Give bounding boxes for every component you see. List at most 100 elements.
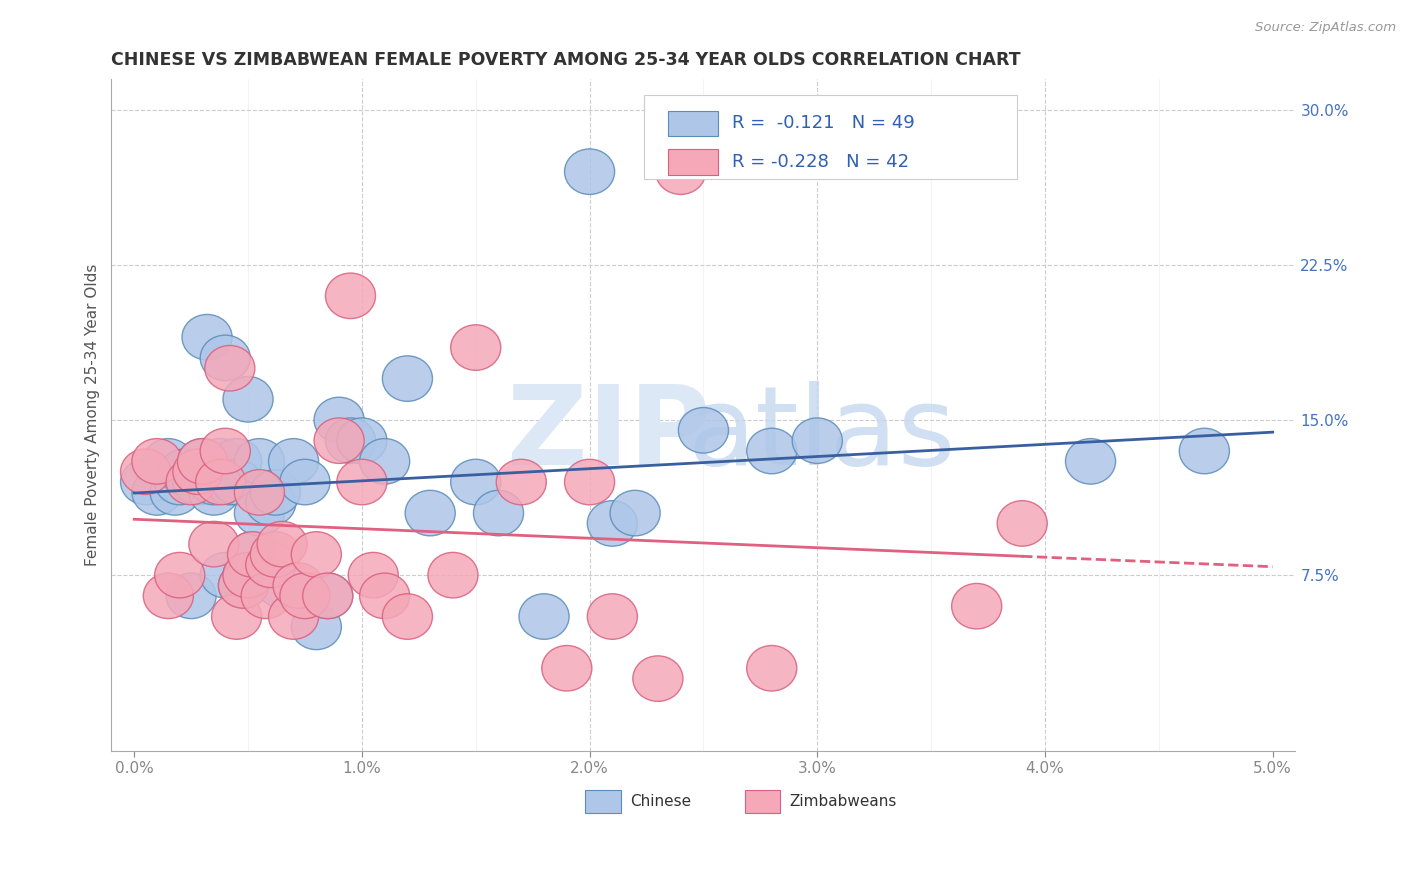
Ellipse shape [588, 500, 637, 546]
Ellipse shape [565, 149, 614, 194]
Ellipse shape [143, 439, 194, 484]
Ellipse shape [173, 459, 224, 505]
Ellipse shape [474, 491, 523, 536]
FancyBboxPatch shape [668, 111, 717, 136]
Ellipse shape [451, 459, 501, 505]
Ellipse shape [159, 449, 209, 494]
Ellipse shape [228, 532, 277, 577]
Ellipse shape [211, 459, 262, 505]
Ellipse shape [242, 573, 291, 619]
Ellipse shape [678, 408, 728, 453]
Ellipse shape [360, 439, 409, 484]
Ellipse shape [188, 469, 239, 516]
Ellipse shape [405, 491, 456, 536]
Ellipse shape [181, 315, 232, 360]
Ellipse shape [235, 491, 284, 536]
Ellipse shape [211, 594, 262, 640]
Ellipse shape [166, 573, 217, 619]
Ellipse shape [250, 532, 301, 577]
Ellipse shape [496, 459, 547, 505]
Ellipse shape [200, 335, 250, 381]
Text: R =  -0.121   N = 49: R = -0.121 N = 49 [733, 114, 914, 133]
Ellipse shape [143, 573, 194, 619]
Ellipse shape [211, 439, 262, 484]
Text: atlas: atlas [688, 382, 956, 489]
Ellipse shape [166, 459, 217, 505]
Text: Chinese: Chinese [630, 794, 692, 809]
Ellipse shape [747, 646, 797, 691]
Ellipse shape [655, 149, 706, 194]
Ellipse shape [177, 439, 228, 484]
Ellipse shape [302, 573, 353, 619]
Ellipse shape [195, 459, 246, 505]
Ellipse shape [218, 563, 269, 608]
Ellipse shape [132, 469, 181, 516]
FancyBboxPatch shape [745, 789, 780, 814]
Ellipse shape [541, 646, 592, 691]
Ellipse shape [200, 428, 250, 474]
Ellipse shape [747, 428, 797, 474]
Ellipse shape [250, 469, 301, 516]
Ellipse shape [337, 417, 387, 464]
Text: R = -0.228   N = 42: R = -0.228 N = 42 [733, 153, 908, 171]
Ellipse shape [188, 521, 239, 567]
Ellipse shape [610, 491, 661, 536]
Ellipse shape [205, 345, 254, 391]
Ellipse shape [792, 417, 842, 464]
Ellipse shape [121, 449, 170, 494]
Ellipse shape [325, 273, 375, 318]
Y-axis label: Female Poverty Among 25-34 Year Olds: Female Poverty Among 25-34 Year Olds [86, 264, 100, 566]
Ellipse shape [382, 356, 433, 401]
Ellipse shape [224, 552, 273, 598]
Ellipse shape [132, 439, 181, 484]
Text: Source: ZipAtlas.com: Source: ZipAtlas.com [1256, 21, 1396, 34]
Ellipse shape [633, 656, 683, 701]
Ellipse shape [269, 594, 319, 640]
Ellipse shape [382, 594, 433, 640]
Ellipse shape [173, 449, 224, 494]
Ellipse shape [121, 459, 170, 505]
Ellipse shape [155, 459, 205, 505]
Ellipse shape [200, 552, 250, 598]
Ellipse shape [360, 573, 409, 619]
Ellipse shape [155, 552, 205, 598]
Ellipse shape [195, 439, 246, 484]
Ellipse shape [177, 439, 228, 484]
Ellipse shape [588, 594, 637, 640]
Ellipse shape [325, 417, 375, 464]
Ellipse shape [224, 552, 273, 598]
Text: Zimbabweans: Zimbabweans [790, 794, 897, 809]
FancyBboxPatch shape [644, 95, 1017, 179]
Ellipse shape [952, 583, 1001, 629]
Ellipse shape [273, 563, 323, 608]
Ellipse shape [224, 376, 273, 422]
Ellipse shape [257, 521, 308, 567]
Ellipse shape [427, 552, 478, 598]
Ellipse shape [150, 469, 200, 516]
Ellipse shape [177, 449, 228, 494]
Ellipse shape [246, 480, 295, 525]
Ellipse shape [337, 459, 387, 505]
Ellipse shape [218, 563, 269, 608]
Ellipse shape [235, 469, 284, 516]
Ellipse shape [280, 459, 330, 505]
Text: ZIP: ZIP [508, 382, 710, 489]
Ellipse shape [451, 325, 501, 370]
Ellipse shape [519, 594, 569, 640]
Ellipse shape [314, 417, 364, 464]
Ellipse shape [246, 542, 295, 588]
Ellipse shape [228, 532, 277, 577]
Ellipse shape [205, 459, 254, 505]
Ellipse shape [1180, 428, 1229, 474]
Ellipse shape [280, 573, 330, 619]
Ellipse shape [291, 604, 342, 649]
Ellipse shape [235, 439, 284, 484]
Ellipse shape [314, 397, 364, 442]
FancyBboxPatch shape [585, 789, 620, 814]
Ellipse shape [291, 532, 342, 577]
Text: CHINESE VS ZIMBABWEAN FEMALE POVERTY AMONG 25-34 YEAR OLDS CORRELATION CHART: CHINESE VS ZIMBABWEAN FEMALE POVERTY AMO… [111, 51, 1021, 69]
Ellipse shape [565, 459, 614, 505]
Ellipse shape [997, 500, 1047, 546]
Ellipse shape [302, 573, 353, 619]
Ellipse shape [1066, 439, 1115, 484]
